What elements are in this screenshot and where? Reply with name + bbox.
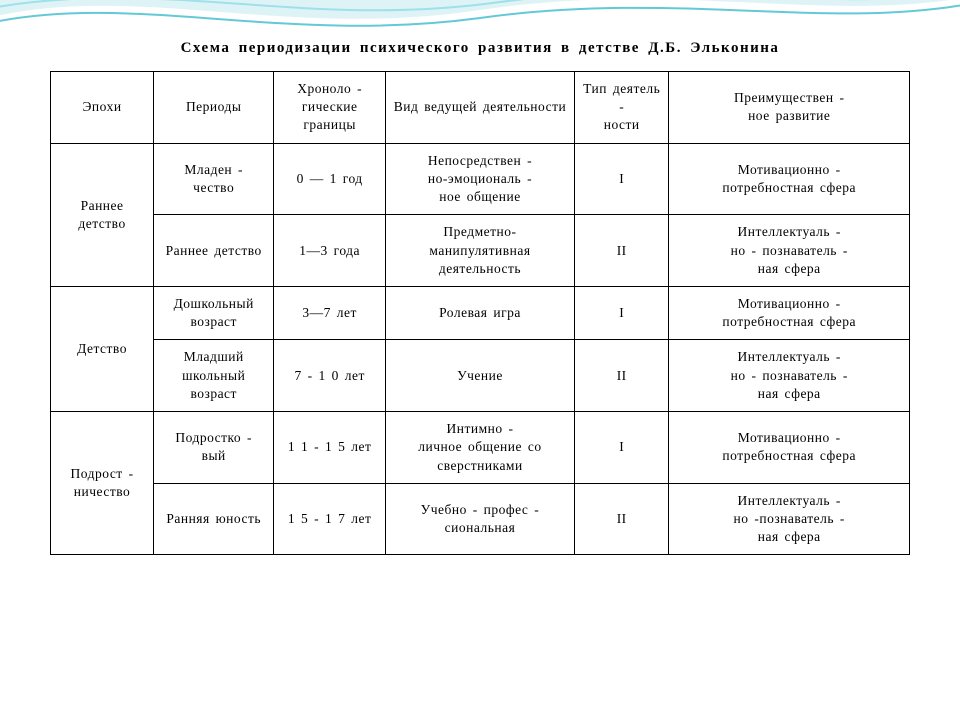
cell-period: Подростко -вый <box>154 412 274 484</box>
cell-range: 3—7 лет <box>274 286 386 339</box>
table-title: Схема периодизации психического развития… <box>50 40 910 57</box>
cell-activity: Интимно -личное общение со сверстниками <box>385 412 574 484</box>
cell-development: Интеллектуаль -но -познаватель -ная сфер… <box>669 483 910 555</box>
cell-range: 1 5 - 1 7 лет <box>274 483 386 555</box>
cell-development: Интеллектуаль -но - познаватель -ная сфе… <box>669 340 910 412</box>
table-row: Раннее детствоМладен -чество0 — 1 годНеп… <box>51 143 910 215</box>
cell-type: II <box>574 483 668 555</box>
cell-period: Ранняя юность <box>154 483 274 555</box>
col-header-4: Тип деятель -ности <box>574 72 668 144</box>
cell-development: Интеллектуаль -но - познаватель -ная сфе… <box>669 215 910 287</box>
table-head: ЭпохиПериодыХроноло -гические границыВид… <box>51 72 910 144</box>
cell-type: I <box>574 412 668 484</box>
col-header-1: Периоды <box>154 72 274 144</box>
cell-period: Младший школьный возраст <box>154 340 274 412</box>
header-row: ЭпохиПериодыХроноло -гические границыВид… <box>51 72 910 144</box>
cell-type: I <box>574 286 668 339</box>
table-row: ДетствоДошкольный возраст3—7 летРолевая … <box>51 286 910 339</box>
periodization-table: ЭпохиПериодыХроноло -гические границыВид… <box>50 71 910 555</box>
cell-activity: Учебно - профес -сиональная <box>385 483 574 555</box>
col-header-0: Эпохи <box>51 72 154 144</box>
cell-activity: Ролевая игра <box>385 286 574 339</box>
cell-development: Мотивационно -потребностная сфера <box>669 286 910 339</box>
cell-period: Дошкольный возраст <box>154 286 274 339</box>
cell-development: Мотивационно -потребностная сфера <box>669 412 910 484</box>
table-row: Подрост -ничествоПодростко -вый1 1 - 1 5… <box>51 412 910 484</box>
cell-range: 1 1 - 1 5 лет <box>274 412 386 484</box>
cell-range: 7 - 1 0 лет <box>274 340 386 412</box>
col-header-2: Хроноло -гические границы <box>274 72 386 144</box>
cell-epoch: Детство <box>51 286 154 411</box>
cell-type: II <box>574 215 668 287</box>
table-row: Раннее детство1—3 годаПредметно-манипуля… <box>51 215 910 287</box>
table-body: Раннее детствоМладен -чество0 — 1 годНеп… <box>51 143 910 555</box>
col-header-3: Вид ведущей деятельности <box>385 72 574 144</box>
cell-epoch: Подрост -ничество <box>51 412 154 555</box>
cell-development: Мотивационно -потребностная сфера <box>669 143 910 215</box>
cell-activity: Предметно-манипулятивная деятельность <box>385 215 574 287</box>
cell-range: 0 — 1 год <box>274 143 386 215</box>
table-row: Ранняя юность1 5 - 1 7 летУчебно - профе… <box>51 483 910 555</box>
col-header-5: Преимуществен -ное развитие <box>669 72 910 144</box>
content-area: Схема периодизации психического развития… <box>50 40 910 555</box>
cell-activity: Учение <box>385 340 574 412</box>
cell-period: Раннее детство <box>154 215 274 287</box>
cell-type: I <box>574 143 668 215</box>
cell-range: 1—3 года <box>274 215 386 287</box>
cell-activity: Непосредствен -но-эмоциональ -ное общени… <box>385 143 574 215</box>
cell-epoch: Раннее детство <box>51 143 154 286</box>
cell-period: Младен -чество <box>154 143 274 215</box>
cell-type: II <box>574 340 668 412</box>
table-row: Младший школьный возраст7 - 1 0 летУчени… <box>51 340 910 412</box>
